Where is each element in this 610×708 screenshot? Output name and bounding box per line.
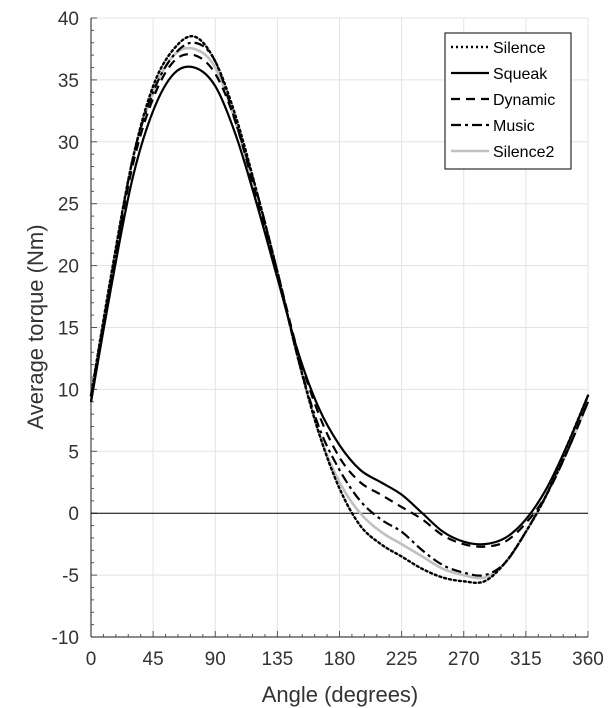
x-tick-label: 360 [572, 649, 604, 670]
y-tick-label: 15 [58, 319, 79, 340]
legend-label-dynamic: Dynamic [493, 92, 555, 109]
x-tick-label: 45 [143, 649, 164, 670]
legend-label-squeak: Squeak [493, 66, 548, 83]
x-tick-label: 270 [448, 649, 480, 670]
y-axis-title: Average torque (Nm) [23, 224, 48, 429]
x-tick-label: 135 [262, 649, 294, 670]
tick-labels: 0 45 90 135 180 225 270 315 360 -10 -5 0 5 10 15 20 25 30… [52, 9, 604, 670]
legend-label-silence2: Silence2 [493, 144, 554, 161]
y-tick-label: 30 [58, 133, 79, 154]
series-line-dynamic [89, 53, 590, 548]
legend: Silence Squeak Dynamic Music Silence2 [444, 32, 572, 170]
legend-label-music: Music [493, 118, 535, 135]
y-tick-label: -10 [52, 628, 79, 649]
legend-label-silence: Silence [493, 40, 546, 57]
series-line-music [89, 41, 590, 577]
x-tick-label: 225 [386, 649, 418, 670]
x-axis-title: Angle (degrees) [262, 682, 419, 707]
series-line-squeak [89, 65, 590, 546]
axes-layer [90, 17, 589, 638]
y-tick-label: 40 [58, 9, 79, 30]
x-tick-label: 0 [86, 649, 97, 670]
y-tick-label: 10 [58, 380, 79, 401]
series-lines [89, 34, 590, 585]
x-tick-label: 315 [510, 649, 542, 670]
y-tick-label: 20 [58, 257, 79, 278]
y-tick-label: 0 [68, 504, 79, 525]
y-tick-label: 5 [68, 442, 79, 463]
legend-box [444, 32, 572, 170]
x-tick-label: 180 [324, 649, 356, 670]
y-tick-label: 35 [58, 71, 79, 92]
x-tick-label: 90 [205, 649, 226, 670]
series-line-silence [89, 34, 590, 585]
y-tick-label: 25 [58, 195, 79, 216]
y-tick-label: -5 [62, 566, 79, 587]
